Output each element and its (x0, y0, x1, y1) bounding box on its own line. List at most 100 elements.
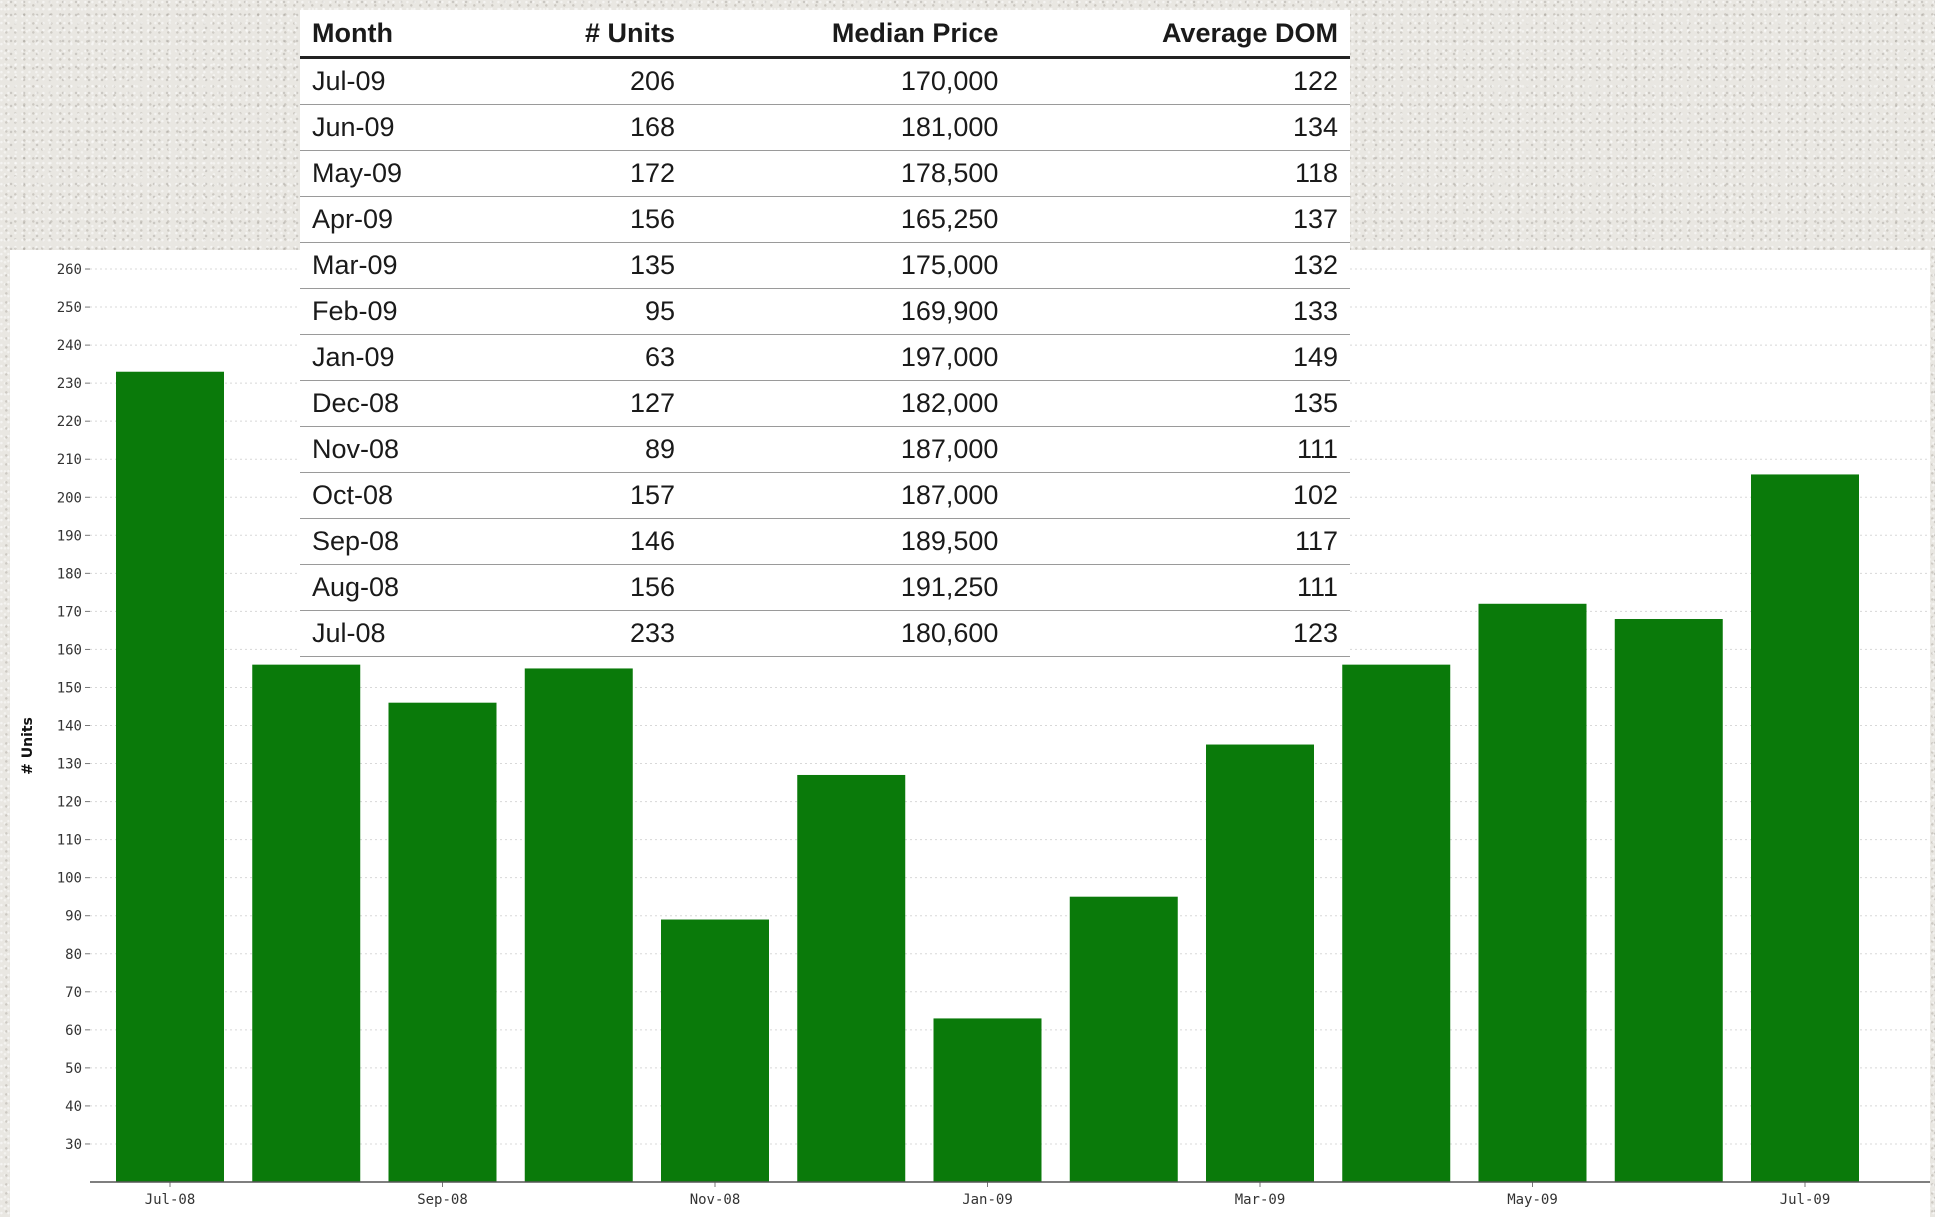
bar-jul-08 (116, 371, 224, 1183)
bar-may-09 (1478, 603, 1587, 1182)
table-cell-median-price: 169,900 (687, 288, 1011, 335)
y-tick-label: 210 (57, 452, 82, 468)
y-tick-label: 220 (57, 414, 82, 430)
bars (116, 371, 1859, 1183)
table-cell-median-price: 187,000 (687, 472, 1011, 519)
y-tick-label: 90 (65, 909, 82, 925)
bar-jan-09 (933, 1018, 1042, 1182)
table-cell-median-price: 197,000 (687, 334, 1011, 381)
table-cell-units: 135 (493, 242, 688, 289)
table-cell-month: May-09 (300, 150, 494, 197)
bar-oct-08 (524, 668, 633, 1182)
bar-nov-08 (661, 919, 769, 1182)
table-cell-month: Feb-09 (300, 288, 494, 335)
table-row: Dec-08 127 182,000 135 (300, 380, 1350, 427)
table-row: Jul-09 206 170,000 122 (300, 57, 1350, 105)
table-cell-units: 157 (493, 472, 688, 519)
y-tick-label: 160 (57, 642, 82, 658)
table-row: Jan-09 63 197,000 149 (300, 334, 1350, 381)
bar-aug-08 (252, 664, 361, 1182)
table-row: Apr-09 156 165,250 137 (300, 196, 1350, 243)
table-cell-month: Jul-08 (300, 610, 494, 657)
x-tick-label: Sep-08 (417, 1192, 468, 1208)
y-tick-label: 40 (65, 1099, 82, 1115)
y-tick-label: 180 (57, 566, 82, 582)
table-cell-month: Sep-08 (300, 518, 494, 565)
y-tick-label: 200 (57, 490, 82, 506)
x-tick-label: Jul-08 (145, 1192, 196, 1208)
table-cell-median-price: 189,500 (687, 518, 1011, 565)
table-cell-units: 89 (493, 426, 688, 473)
y-tick-label: 30 (65, 1137, 82, 1153)
table-row: Mar-09 135 175,000 132 (300, 242, 1350, 289)
table-row: Jul-08 233 180,600 123 (300, 610, 1350, 657)
y-tick-label: 80 (65, 947, 82, 963)
table-cell-month: Mar-09 (300, 242, 494, 289)
table-body: Jul-09 206 170,000 122 Jun-09 168 181,000 134 Ma… (300, 57, 1350, 657)
table-cell-average-dom: 137 (1010, 196, 1350, 243)
x-axis-ticks: Jul-08 Sep-08 Nov-08 Jan-09 Mar-09 May-09 Jul-… (145, 1182, 1830, 1208)
y-tick-label: 120 (57, 795, 82, 811)
table-cell-average-dom: 117 (1010, 518, 1350, 565)
table-cell-median-price: 181,000 (687, 104, 1011, 151)
table-row: May-09 172 178,500 118 (300, 150, 1350, 197)
table-cell-units: 156 (493, 564, 688, 611)
bar-jul-09 (1751, 474, 1859, 1182)
table-cell-units: 127 (493, 380, 688, 427)
table-cell-month: Jan-09 (300, 334, 494, 381)
y-axis-ticks: 30 40 50 60 70 80 90 100 110 120 130 140 150 160 170 18… (57, 262, 90, 1153)
table-cell-median-price: 182,000 (687, 380, 1011, 427)
x-tick-label: Jan-09 (962, 1192, 1013, 1208)
table-cell-units: 63 (493, 334, 688, 381)
table-row: Aug-08 156 191,250 111 (300, 564, 1350, 611)
table-cell-month: Jul-09 (300, 57, 494, 105)
table-cell-median-price: 170,000 (687, 57, 1011, 105)
table-cell-median-price: 175,000 (687, 242, 1011, 289)
table-cell-month: Dec-08 (300, 380, 494, 427)
column-header-average-dom: Average DOM (1010, 10, 1350, 59)
table-cell-median-price: 180,600 (687, 610, 1011, 657)
table-cell-units: 168 (493, 104, 688, 151)
table-cell-month: Apr-09 (300, 196, 494, 243)
table-cell-average-dom: 135 (1010, 380, 1350, 427)
y-tick-label: 110 (57, 833, 82, 849)
table-cell-average-dom: 102 (1010, 472, 1350, 519)
y-tick-label: 130 (57, 757, 82, 773)
y-tick-label: 150 (57, 680, 82, 696)
column-header-month: Month (300, 10, 494, 59)
monthly-stats-table: Month # Units Median Price Average DOM Jul-… (300, 10, 1350, 657)
table-row: Jun-09 168 181,000 134 (300, 104, 1350, 151)
x-tick-label: Mar-09 (1235, 1192, 1286, 1208)
table-cell-average-dom: 149 (1010, 334, 1350, 381)
table-cell-average-dom: 118 (1010, 150, 1350, 197)
table-header-row: Month # Units Median Price Average DOM (300, 10, 1350, 59)
y-tick-label: 60 (65, 1023, 82, 1039)
y-tick-label: 190 (57, 528, 82, 544)
y-tick-label: 170 (57, 604, 82, 620)
table-cell-average-dom: 122 (1010, 57, 1350, 105)
y-tick-label: 260 (57, 262, 82, 278)
table-cell-units: 146 (493, 518, 688, 565)
bar-sep-08 (388, 702, 497, 1182)
table-row: Sep-08 146 189,500 117 (300, 518, 1350, 565)
table-cell-month: Jun-09 (300, 104, 494, 151)
table-cell-month: Nov-08 (300, 426, 494, 473)
x-tick-label: May-09 (1507, 1192, 1558, 1208)
table-cell-average-dom: 111 (1010, 426, 1350, 473)
table-cell-average-dom: 111 (1010, 564, 1350, 611)
table-row: Nov-08 89 187,000 111 (300, 426, 1350, 473)
y-tick-label: 250 (57, 300, 82, 316)
table-cell-average-dom: 133 (1010, 288, 1350, 335)
table-row: Feb-09 95 169,900 133 (300, 288, 1350, 335)
bar-jun-09 (1614, 618, 1723, 1182)
y-tick-label: 240 (57, 338, 82, 354)
y-tick-label: 50 (65, 1061, 82, 1077)
table-cell-average-dom: 123 (1010, 610, 1350, 657)
table-cell-average-dom: 134 (1010, 104, 1350, 151)
y-tick-label: 100 (57, 871, 82, 887)
table-row: Oct-08 157 187,000 102 (300, 472, 1350, 519)
table-cell-units: 206 (493, 57, 688, 105)
table-cell-units: 233 (493, 610, 688, 657)
table-cell-month: Oct-08 (300, 472, 494, 519)
y-axis-title: # Units (20, 717, 36, 775)
